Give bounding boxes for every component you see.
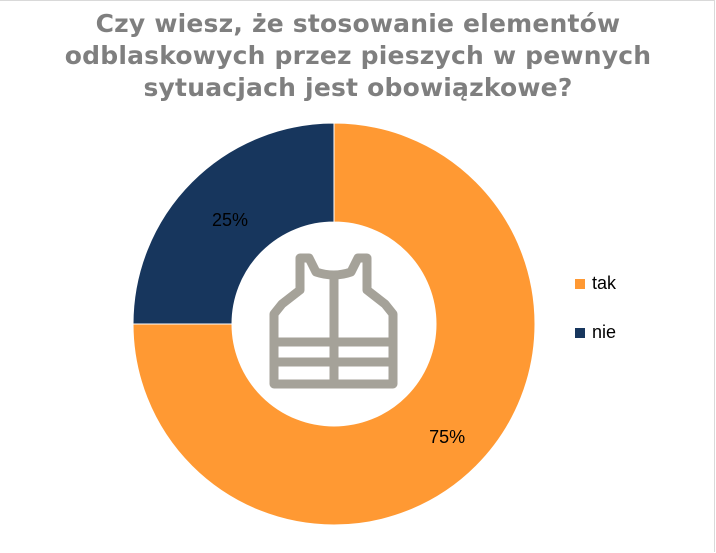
data-labels: 75% 25% bbox=[212, 210, 465, 447]
title-line-2: odblaskowych przez pieszych w pewnych bbox=[64, 41, 652, 70]
title-line-1: Czy wiesz, że stosowanie elementów bbox=[95, 9, 621, 38]
chart-title: Czy wiesz, że stosowanie elementów odbla… bbox=[0, 8, 716, 104]
title-line-3: sytuacjach jest obowiązkowe? bbox=[143, 73, 573, 102]
data-label-nie: 25% bbox=[212, 210, 248, 230]
slice-nie bbox=[132, 122, 335, 325]
donut-slices bbox=[132, 122, 536, 526]
legend-swatch-nie bbox=[575, 327, 585, 338]
legend-item-nie: nie bbox=[575, 322, 616, 343]
legend-label-nie: nie bbox=[592, 322, 617, 342]
data-label-tak: 75% bbox=[429, 427, 465, 447]
safety-vest-icon bbox=[269, 253, 398, 389]
legend-item-tak: tak bbox=[575, 273, 616, 294]
slice-tak bbox=[132, 122, 536, 526]
legend-swatch-tak bbox=[575, 278, 585, 289]
legend-label-tak: tak bbox=[592, 273, 617, 293]
